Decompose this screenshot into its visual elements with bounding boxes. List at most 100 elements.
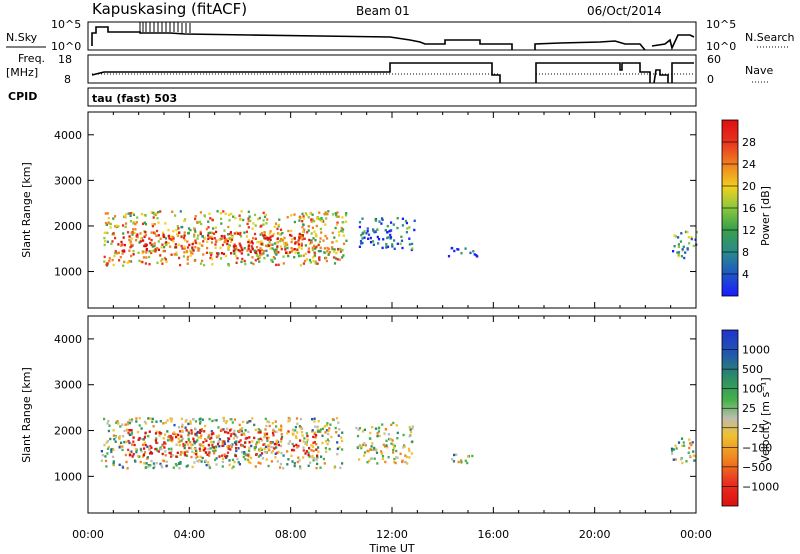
- range-cell: [155, 462, 158, 465]
- range-cell: [335, 215, 338, 218]
- range-cell: [135, 235, 138, 238]
- range-cell: [144, 234, 147, 237]
- range-cell: [141, 443, 145, 447]
- range-cell: [100, 450, 103, 453]
- range-cell: [276, 451, 279, 454]
- range-cell: [271, 260, 274, 263]
- range-cell: [293, 248, 296, 251]
- range-cell: [326, 438, 329, 441]
- range-cell: [189, 249, 192, 252]
- range-cell: [106, 212, 109, 215]
- range-cell: [133, 443, 136, 447]
- range-cell: [381, 455, 385, 458]
- range-cell: [235, 441, 238, 445]
- range-cell: [109, 226, 112, 229]
- range-cell: [135, 417, 138, 420]
- range-cell: [305, 213, 309, 217]
- range-cell: [302, 217, 305, 220]
- range-cell: [172, 432, 175, 435]
- range-cell: [142, 256, 145, 259]
- range-cell: [253, 423, 256, 427]
- range-cell: [197, 247, 200, 250]
- range-cell: [228, 463, 231, 467]
- range-cell: [313, 253, 317, 256]
- range-cell: [220, 222, 223, 225]
- range-cell: [318, 217, 321, 221]
- range-cell: [222, 457, 225, 460]
- range-cell: [362, 443, 365, 446]
- range-cell: [689, 442, 692, 445]
- range-cell: [327, 253, 330, 256]
- range-cell: [288, 440, 291, 443]
- range-cell: [155, 212, 158, 215]
- range-cell: [163, 256, 166, 260]
- range-cell: [400, 235, 403, 238]
- range-cell: [128, 421, 131, 425]
- range-cell: [126, 429, 129, 432]
- range-cell: [155, 420, 158, 423]
- range-cell: [389, 233, 392, 237]
- range-cell: [214, 243, 217, 246]
- range-cell: [283, 236, 286, 240]
- range-cell: [252, 237, 255, 240]
- range-cell: [205, 439, 208, 442]
- range-cell: [189, 441, 192, 444]
- range-cell: [237, 248, 240, 252]
- range-cell: [217, 434, 221, 437]
- range-cell: [147, 465, 150, 468]
- range-cell: [390, 229, 393, 232]
- range-cell: [320, 428, 323, 431]
- range-cell: [386, 231, 389, 234]
- range-cell: [181, 451, 185, 454]
- range-cell: [131, 233, 134, 236]
- range-cell: [282, 454, 285, 457]
- colorbar-tick-label: 1000: [742, 344, 770, 357]
- range-cell: [194, 217, 197, 221]
- range-cell: [106, 422, 109, 425]
- range-cell: [291, 460, 294, 463]
- range-cell: [208, 212, 211, 215]
- range-cell: [153, 232, 156, 235]
- range-cell: [212, 227, 215, 230]
- colorbar-tick-label: −500: [742, 461, 772, 474]
- range-cell: [154, 439, 157, 442]
- range-cell: [313, 420, 316, 423]
- range-cell: [140, 237, 143, 240]
- range-cell: [300, 247, 303, 250]
- range-cell: [161, 231, 165, 234]
- range-cell: [143, 462, 146, 465]
- range-cell: [288, 419, 291, 422]
- range-cell: [272, 256, 275, 259]
- range-cell: [266, 238, 269, 241]
- range-cell: [258, 240, 261, 244]
- range-cell: [324, 440, 328, 443]
- range-cell: [117, 251, 120, 254]
- range-cell: [358, 221, 362, 224]
- range-cell: [394, 461, 397, 465]
- range-cell: [263, 450, 267, 454]
- range-cell: [146, 445, 149, 448]
- range-cell: [264, 417, 267, 421]
- cpid-panel: [87, 87, 697, 107]
- range-cell: [681, 444, 684, 447]
- range-cell: [122, 435, 125, 438]
- range-cell: [302, 449, 305, 452]
- range-cell: [145, 256, 148, 259]
- range-cell: [266, 236, 269, 239]
- range-cell: [207, 464, 210, 467]
- range-cell: [302, 456, 305, 459]
- range-cell: [385, 444, 388, 447]
- range-cell: [341, 448, 344, 451]
- range-cell: [326, 422, 329, 425]
- range-cell: [254, 237, 257, 240]
- range-cell: [365, 232, 368, 235]
- range-cell: [221, 441, 224, 445]
- range-cell: [310, 241, 313, 244]
- range-cell: [315, 448, 318, 451]
- range-cell: [107, 221, 110, 224]
- range-cell: [147, 435, 150, 438]
- range-cell: [121, 466, 125, 469]
- range-cell: [402, 433, 405, 437]
- range-cell: [345, 239, 348, 242]
- range-cell: [180, 244, 183, 248]
